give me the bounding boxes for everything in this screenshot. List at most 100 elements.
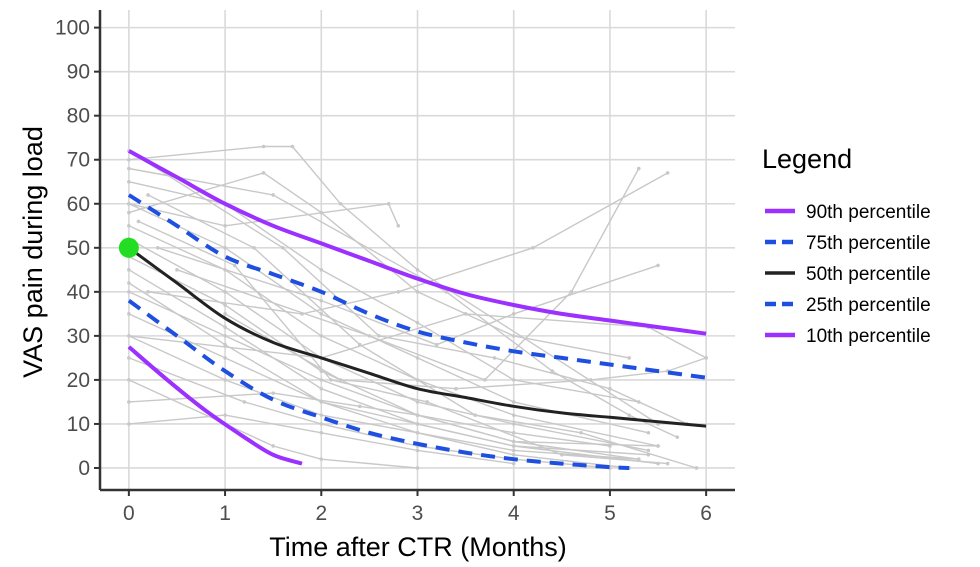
trajectory-point [560, 452, 564, 457]
trajectory-point [415, 430, 420, 435]
individual-trajectories [127, 144, 708, 470]
trajectory-line [128, 291, 610, 447]
trajectory-point [704, 356, 708, 360]
trajectory-point [415, 268, 420, 272]
grid [100, 10, 735, 490]
trajectory-line [128, 282, 630, 469]
trajectory-point [146, 193, 150, 197]
trajectory-point [127, 179, 131, 184]
trajectory-point [223, 413, 227, 417]
trajectory-point [281, 245, 285, 250]
trajectory-point [300, 312, 304, 316]
trajectory-point [271, 444, 275, 448]
trajectory-point [329, 378, 333, 382]
x-tick-label: 1 [219, 502, 231, 525]
trajectory-point [434, 342, 439, 347]
trajectory-point [415, 413, 420, 417]
series-75th-percentile [127, 193, 707, 380]
trajectory-point [367, 334, 372, 338]
y-tick-label: 80 [67, 105, 90, 128]
series-10th-percentile [127, 345, 303, 466]
axes [94, 10, 735, 496]
trajectory-point [252, 245, 256, 250]
trajectory-point [146, 290, 150, 294]
trajectory-line [128, 145, 659, 425]
trajectory-line [128, 335, 639, 460]
trajectory-point [223, 312, 227, 316]
trajectory-point [511, 461, 516, 466]
trajectory-point [175, 268, 179, 272]
trajectory-point [127, 334, 131, 338]
trajectory-point [261, 171, 266, 175]
series-50th-percentile [128, 246, 707, 428]
trajectory-line [147, 194, 697, 469]
y-tick-label: 70 [67, 149, 90, 172]
trajectory-point [511, 430, 516, 435]
y-tick-label: 20 [67, 369, 90, 392]
trajectory-point [511, 444, 516, 448]
trajectory-point [608, 386, 612, 391]
trajectory-point [223, 303, 227, 307]
legend-items: 90th percentile 75th percentile 50th perce… [765, 202, 931, 347]
trajectory-line [128, 172, 630, 359]
trajectory-point [319, 334, 324, 338]
trajectory-point [127, 422, 131, 426]
trajectory-point [396, 290, 401, 294]
trajectory-point [127, 378, 131, 382]
trajectory-line [128, 392, 659, 447]
trajectory-point [319, 386, 324, 391]
trajectory-point [415, 422, 420, 426]
trajectory-point [127, 157, 131, 162]
trajectory-point [656, 263, 660, 268]
trajectory-point [511, 378, 516, 382]
y-axis-title: VAS pain during load [18, 126, 48, 378]
trajectory-point [454, 386, 458, 391]
trajectory-point [511, 413, 516, 417]
y-tick-label: 90 [67, 61, 90, 84]
trajectory-point [579, 430, 583, 435]
x-tick-label: 2 [315, 502, 327, 525]
trajectory-point [569, 290, 574, 294]
trajectory-point [357, 342, 362, 347]
trajectory-line [128, 269, 659, 465]
trajectory-line [128, 203, 399, 227]
trajectory-point [656, 444, 660, 448]
trajectory-point [127, 312, 131, 316]
trajectory-point [261, 144, 266, 149]
trajectory-point [550, 369, 554, 373]
trajectory-point [319, 430, 324, 435]
trajectory-point [319, 298, 324, 303]
trajectory-line [128, 150, 688, 425]
trajectory-point [338, 201, 343, 206]
trajectory-point [223, 290, 227, 294]
trajectory-point [127, 223, 131, 228]
trajectory-point [127, 201, 131, 206]
trajectory-line [128, 225, 659, 447]
y-tick-label: 100 [55, 17, 90, 40]
legend-label: 75th percentile [806, 233, 931, 254]
trajectory-point [223, 223, 227, 228]
trajectory-point [290, 144, 295, 149]
y-tick-label: 10 [67, 413, 90, 436]
trajectory-point [155, 245, 160, 250]
trajectory-point [463, 312, 468, 316]
trajectory-point [223, 245, 227, 250]
x-tick-label: 6 [700, 502, 712, 525]
trajectory-point [232, 263, 237, 268]
tick-labels: 0 10 20 30 40 50 60 70 80 90 100 0 1 2 3 4 5 6 [55, 17, 712, 525]
trajectory-point [646, 430, 651, 435]
series-90th-percentile [127, 149, 707, 336]
trajectory-point [127, 400, 131, 404]
y-tick-label: 60 [67, 193, 90, 216]
trajectory-line [128, 313, 649, 456]
trajectory-point [511, 334, 516, 338]
trajectory-point [627, 356, 631, 360]
trajectory-point [127, 281, 131, 285]
trajectory-point [338, 378, 343, 382]
trajectory-point [223, 378, 227, 382]
start-point-marker [118, 237, 139, 258]
trajectory-point [511, 312, 516, 316]
trajectory-point [386, 201, 391, 206]
trajectory-point [319, 378, 324, 382]
percentile-series [118, 149, 707, 470]
